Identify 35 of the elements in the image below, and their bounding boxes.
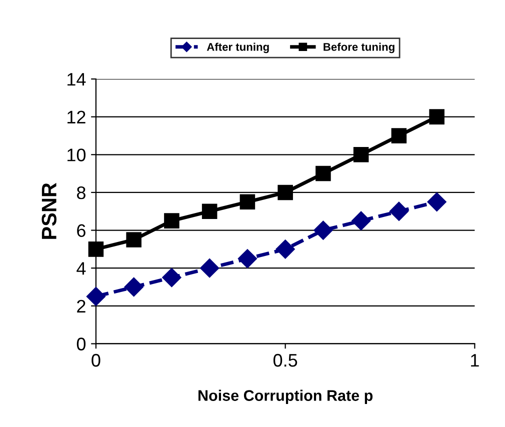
y-tick-label: 2 xyxy=(77,300,86,312)
point xyxy=(314,220,333,240)
point xyxy=(86,286,106,306)
y-axis-title: PSNR xyxy=(42,182,56,239)
point xyxy=(316,166,331,182)
y-tick-label: 8 xyxy=(76,186,86,200)
x-axis-title: Noise Corruption Rate p xyxy=(198,390,373,404)
point xyxy=(88,242,104,257)
legend-label: After tuning xyxy=(206,42,269,54)
point xyxy=(164,213,180,228)
point xyxy=(162,268,182,288)
point xyxy=(353,146,369,162)
point xyxy=(429,109,444,124)
point xyxy=(352,211,371,230)
point xyxy=(200,258,220,278)
y-tick-label: 14 xyxy=(68,73,86,86)
point xyxy=(278,184,293,200)
point xyxy=(240,194,256,210)
y-tick-label: 4 xyxy=(76,262,86,275)
point xyxy=(276,240,295,259)
y-tick-label: 6 xyxy=(77,224,86,237)
legend-label: Before tuning xyxy=(324,42,394,54)
point xyxy=(427,192,446,212)
x-tick-label: 0.5 xyxy=(273,354,298,367)
x-tick-label: 1 xyxy=(471,354,479,367)
y-tick-label: 12 xyxy=(68,110,86,124)
point xyxy=(124,277,144,297)
point xyxy=(126,232,142,248)
y-tick-label: 0 xyxy=(76,338,86,350)
point xyxy=(389,202,408,221)
point xyxy=(238,249,257,268)
point xyxy=(391,128,407,144)
x-tick-label: 0 xyxy=(92,354,100,367)
y-tick-label: 10 xyxy=(68,148,86,162)
point xyxy=(202,204,218,220)
